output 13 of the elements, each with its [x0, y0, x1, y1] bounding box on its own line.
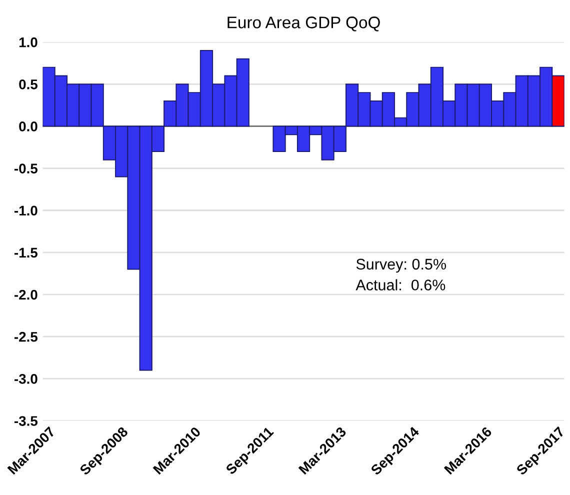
annotation: Actual: 0.6% — [356, 279, 446, 290]
annotation: Survey: 0.5% — [356, 258, 446, 273]
chart-title: Euro Area GDP QoQ — [228, 16, 380, 32]
y-tick-label: -2.5 — [14, 332, 38, 342]
y-tick-label: 1.0 — [19, 37, 38, 48]
y-tick-label: -2.0 — [14, 290, 38, 300]
y-tick-label: -1.0 — [14, 206, 38, 216]
y-tick-label: -1.5 — [14, 248, 38, 258]
y-tick-label: -3.0 — [14, 374, 38, 384]
y-tick-label: 0.0 — [19, 122, 38, 132]
y-tick-label: -3.5 — [14, 416, 38, 426]
y-tick-label: -0.5 — [14, 164, 38, 174]
y-tick-label: 0.5 — [19, 79, 38, 90]
